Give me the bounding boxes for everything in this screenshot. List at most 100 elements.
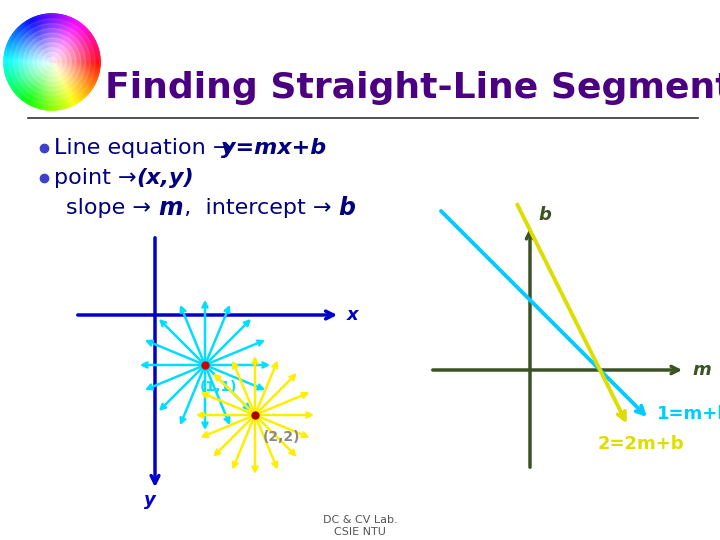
Wedge shape <box>52 62 77 104</box>
Wedge shape <box>52 22 79 62</box>
Wedge shape <box>52 37 94 62</box>
Wedge shape <box>6 62 52 77</box>
Text: y=mx+b: y=mx+b <box>221 138 326 158</box>
Wedge shape <box>52 62 97 79</box>
Wedge shape <box>45 62 52 110</box>
Wedge shape <box>52 53 99 62</box>
Circle shape <box>9 19 95 105</box>
Wedge shape <box>37 62 52 108</box>
Wedge shape <box>52 22 80 62</box>
Circle shape <box>28 38 76 86</box>
Wedge shape <box>52 62 71 106</box>
Wedge shape <box>52 32 90 62</box>
Wedge shape <box>52 62 79 102</box>
Wedge shape <box>4 62 52 63</box>
Wedge shape <box>6 49 52 62</box>
Wedge shape <box>52 62 100 64</box>
Wedge shape <box>52 62 60 110</box>
Wedge shape <box>46 62 52 110</box>
Wedge shape <box>52 41 96 62</box>
Wedge shape <box>38 62 52 109</box>
Wedge shape <box>5 50 52 62</box>
Wedge shape <box>52 62 89 93</box>
Wedge shape <box>43 15 52 62</box>
Wedge shape <box>5 52 52 62</box>
Wedge shape <box>11 62 52 87</box>
Wedge shape <box>24 23 52 62</box>
Wedge shape <box>52 18 72 62</box>
Wedge shape <box>52 62 94 86</box>
Wedge shape <box>52 62 61 109</box>
Wedge shape <box>52 40 95 62</box>
Wedge shape <box>52 15 64 62</box>
Wedge shape <box>52 60 100 62</box>
Wedge shape <box>45 14 52 62</box>
Wedge shape <box>52 45 97 62</box>
Wedge shape <box>30 62 52 105</box>
Wedge shape <box>13 62 52 91</box>
Wedge shape <box>52 29 88 62</box>
Wedge shape <box>52 62 57 110</box>
Wedge shape <box>27 20 52 62</box>
Wedge shape <box>10 38 52 62</box>
Wedge shape <box>52 39 95 62</box>
Wedge shape <box>20 62 52 99</box>
Wedge shape <box>28 62 52 104</box>
Wedge shape <box>52 62 83 99</box>
Wedge shape <box>52 15 60 62</box>
Wedge shape <box>52 43 96 62</box>
Wedge shape <box>8 42 52 62</box>
Text: Finding Straight-Line Segments: Finding Straight-Line Segments <box>105 71 720 105</box>
Wedge shape <box>37 62 52 108</box>
Wedge shape <box>9 62 52 85</box>
Wedge shape <box>22 62 52 100</box>
Wedge shape <box>52 24 83 62</box>
Wedge shape <box>4 62 52 69</box>
Wedge shape <box>6 46 52 62</box>
Wedge shape <box>6 45 52 62</box>
Wedge shape <box>43 62 52 110</box>
Wedge shape <box>16 62 52 94</box>
Wedge shape <box>52 62 84 98</box>
Wedge shape <box>52 62 96 81</box>
Wedge shape <box>52 19 76 62</box>
Wedge shape <box>52 62 98 77</box>
Wedge shape <box>52 53 99 62</box>
Wedge shape <box>5 62 52 73</box>
Wedge shape <box>52 62 59 110</box>
Wedge shape <box>52 14 55 62</box>
Wedge shape <box>17 28 52 62</box>
Wedge shape <box>18 27 52 62</box>
Wedge shape <box>5 52 52 62</box>
Circle shape <box>14 24 91 100</box>
Wedge shape <box>52 62 93 89</box>
Wedge shape <box>52 62 99 70</box>
Wedge shape <box>9 38 52 62</box>
Wedge shape <box>52 17 71 62</box>
Wedge shape <box>17 29 52 62</box>
Wedge shape <box>20 25 52 62</box>
Text: (1,1): (1,1) <box>200 380 238 394</box>
Circle shape <box>19 29 86 96</box>
Wedge shape <box>26 62 52 103</box>
Wedge shape <box>31 18 52 62</box>
Wedge shape <box>52 21 77 62</box>
Wedge shape <box>22 24 52 62</box>
Wedge shape <box>21 24 52 62</box>
Wedge shape <box>52 62 86 96</box>
Wedge shape <box>52 62 98 77</box>
Wedge shape <box>40 62 52 109</box>
Wedge shape <box>52 62 64 109</box>
Wedge shape <box>5 62 52 75</box>
Wedge shape <box>39 16 52 62</box>
Wedge shape <box>4 57 52 62</box>
Wedge shape <box>52 17 70 62</box>
Wedge shape <box>49 62 52 110</box>
Wedge shape <box>52 52 99 62</box>
Wedge shape <box>52 16 68 62</box>
Wedge shape <box>42 15 52 62</box>
Wedge shape <box>52 23 81 62</box>
Wedge shape <box>52 62 54 110</box>
Text: b: b <box>538 206 551 224</box>
Text: x: x <box>347 306 359 324</box>
